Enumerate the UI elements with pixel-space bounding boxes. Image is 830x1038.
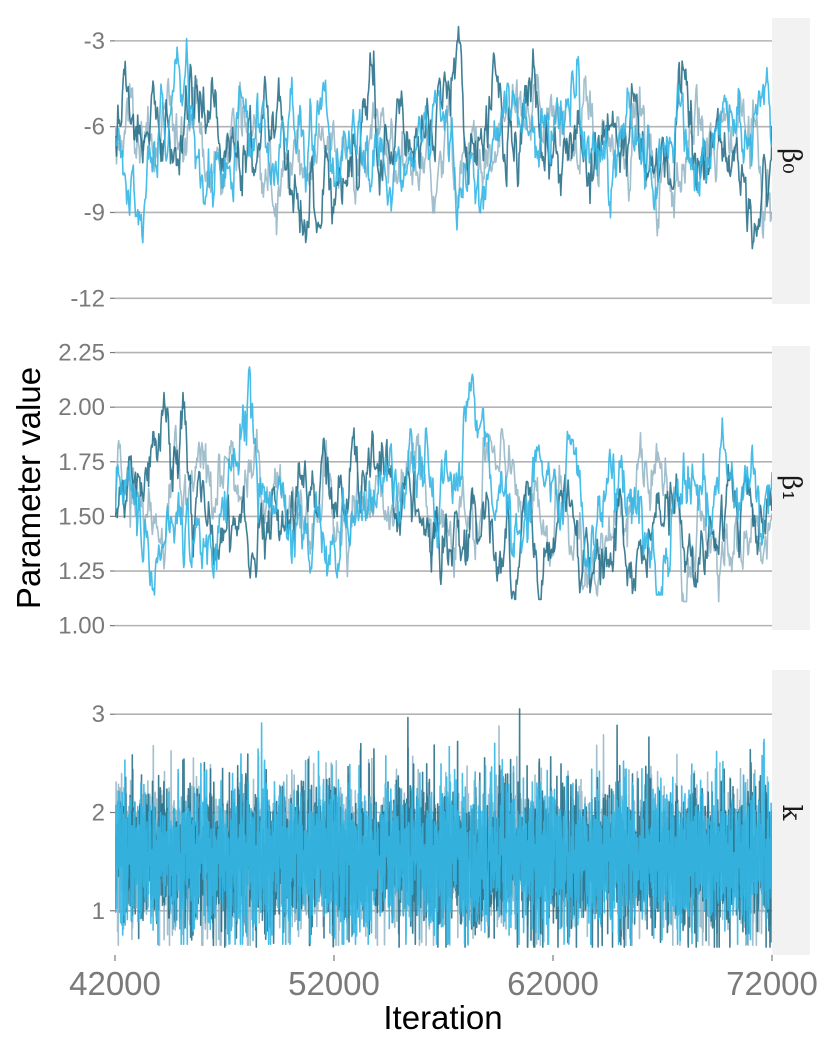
x-tick-label: 62000: [507, 965, 599, 1002]
facet-strip-label: β₁: [776, 475, 806, 500]
x-tick-label: 72000: [726, 965, 818, 1002]
y-tick-label: 2.25: [58, 340, 105, 367]
facet-strip: [772, 346, 810, 630]
y-tick-label: 2.00: [58, 394, 105, 421]
y-tick-label: -6: [84, 114, 105, 141]
x-axis-title: Iteration: [383, 999, 502, 1036]
facet-strip: [772, 670, 810, 955]
y-tick-label: 1.50: [58, 503, 105, 530]
chain-2-trace: [115, 391, 772, 601]
chain-3-trace: [115, 722, 772, 945]
panel-2: 1.00 1.25 1.50 1.75 2.00 2.25 β₁: [58, 340, 810, 640]
y-tick-label: 1.25: [58, 558, 105, 585]
panel-1: -3 -6 -9 -12 β₀: [70, 18, 810, 312]
facet-strip-label: β₀: [776, 148, 806, 173]
y-tick-label: 1.75: [58, 449, 105, 476]
chain-1-trace: [115, 73, 772, 239]
chain-2-trace: [115, 25, 772, 250]
y-tick-label: 1: [92, 898, 105, 925]
chain-3-trace: [115, 366, 772, 596]
y-tick-label: 1.00: [58, 613, 105, 640]
y-tick-label: 3: [92, 701, 105, 728]
panel-3: 1 2 3 k: [92, 670, 810, 955]
trace-layer: [115, 366, 772, 603]
facet-strip-label: k: [776, 805, 806, 821]
panels-layer: -3 -6 -9 -12 β₀ 1.00 1.25 1.50 1.75 2.00 2.25 β₁ 1 2 3…: [58, 18, 810, 955]
facet-strip: [772, 18, 810, 304]
trace-layer: [115, 708, 772, 948]
chain-3-trace: [115, 37, 772, 244]
y-tick-label: -9: [84, 199, 105, 226]
x-axis: 42000 52000 62000 72000: [69, 955, 818, 1002]
y-axis-title: Parameter value: [10, 367, 47, 609]
y-tick-label: -3: [84, 28, 105, 55]
y-tick-label: -12: [70, 285, 105, 312]
chain-1-trace: [115, 424, 772, 603]
x-tick-label: 42000: [69, 965, 161, 1002]
trace-layer: [115, 25, 772, 250]
x-tick-label: 52000: [288, 965, 380, 1002]
y-tick-label: 2: [92, 800, 105, 827]
